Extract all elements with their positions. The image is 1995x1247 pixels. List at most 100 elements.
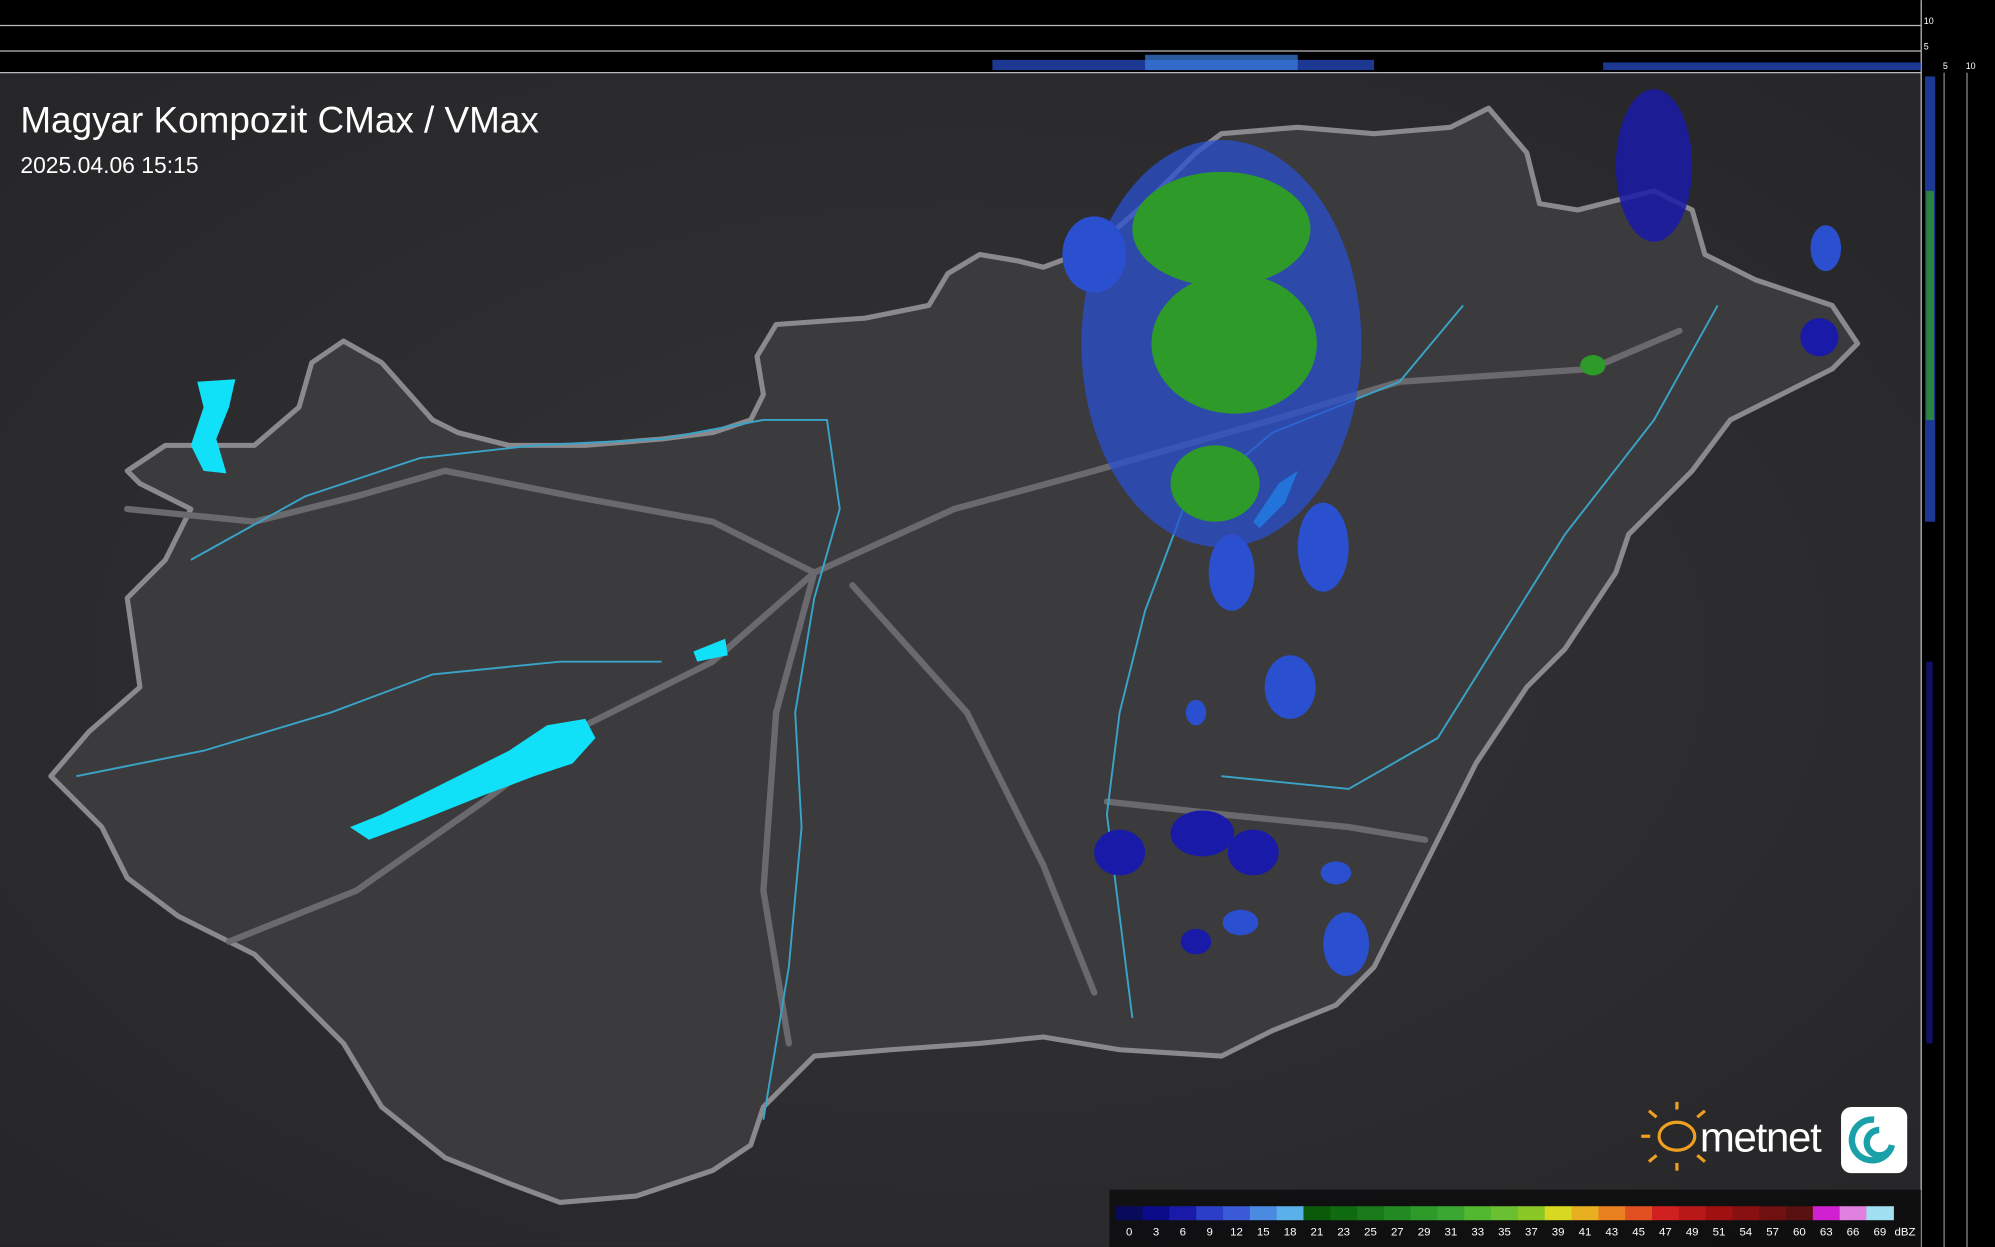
logo: metnet — [1641, 1101, 1908, 1174]
road — [760, 569, 818, 1047]
legend-swatch — [1732, 1206, 1760, 1221]
echo — [1323, 912, 1370, 976]
echo — [1297, 502, 1349, 592]
echo — [1615, 89, 1693, 242]
legend-label: 31 — [1445, 1226, 1458, 1238]
timestamp: 2025.04.06 15:15 — [20, 152, 198, 178]
legend-label: 51 — [1713, 1226, 1726, 1238]
echo — [1062, 216, 1127, 293]
rivers — [76, 304, 1719, 1120]
legend-swatch — [1196, 1206, 1224, 1221]
legend-swatch — [1330, 1206, 1358, 1221]
legend-swatch — [1115, 1206, 1144, 1221]
scale-label: 10 — [1966, 61, 1976, 71]
legend-label: 21 — [1311, 1226, 1324, 1238]
lake — [190, 379, 236, 474]
echo — [1580, 355, 1606, 376]
projection-echo — [1926, 190, 1934, 420]
road — [849, 582, 1098, 996]
echo — [1094, 829, 1146, 876]
legend-swatch — [1651, 1206, 1680, 1221]
map-title: Magyar Kompozit CMax / VMax — [20, 99, 539, 140]
river — [76, 660, 662, 778]
projection-echo — [1926, 661, 1933, 1044]
legend-label: 39 — [1552, 1226, 1565, 1238]
logo-ray — [1647, 1154, 1658, 1163]
legend-label: 0 — [1126, 1226, 1132, 1238]
legend-swatch — [1866, 1206, 1894, 1221]
logo-sun-core — [1657, 1120, 1697, 1152]
legend-label: 45 — [1632, 1226, 1645, 1238]
legend-swatch — [1759, 1206, 1787, 1221]
legend-swatch — [1571, 1206, 1600, 1221]
legend-label: 12 — [1230, 1226, 1243, 1238]
legend-swatch — [1678, 1206, 1707, 1221]
legend-swatch — [1464, 1206, 1492, 1221]
legend-swatch — [1303, 1206, 1331, 1221]
legend-swatch — [1249, 1206, 1278, 1221]
echo — [1151, 273, 1317, 414]
legend-swatch — [1625, 1206, 1653, 1221]
projection-echo — [1603, 62, 1922, 71]
legend-label: 54 — [1739, 1226, 1752, 1238]
legend-label: 37 — [1525, 1226, 1538, 1238]
legend-swatch — [1276, 1206, 1305, 1221]
logo-swirl — [1848, 1116, 1896, 1164]
legend-label: 9 — [1206, 1226, 1212, 1238]
river — [190, 418, 841, 1120]
scale-label: 10 — [1924, 16, 1934, 26]
legend-swatch — [1169, 1206, 1197, 1221]
legend-swatch — [1786, 1206, 1814, 1221]
logo-ray — [1696, 1154, 1706, 1163]
legend-swatch — [1437, 1206, 1465, 1221]
legend-label: 41 — [1579, 1226, 1592, 1238]
lake — [349, 718, 596, 840]
echo — [1170, 445, 1260, 522]
legend-label: 47 — [1659, 1226, 1672, 1238]
echo — [1227, 829, 1279, 876]
legend-swatch — [1357, 1206, 1385, 1221]
echo — [1208, 534, 1255, 611]
legend-label: 3 — [1153, 1226, 1159, 1238]
scale-label: 5 — [1943, 61, 1948, 71]
echo — [1264, 655, 1316, 719]
legend-swatch — [1544, 1206, 1573, 1221]
legend-label: 23 — [1337, 1226, 1350, 1238]
lake — [693, 638, 728, 662]
legend-label: 35 — [1498, 1226, 1511, 1238]
legend-swatch — [1223, 1206, 1251, 1221]
echo — [1800, 318, 1839, 357]
legend-label: 27 — [1391, 1226, 1404, 1238]
river — [1221, 304, 1719, 790]
legend-label: 25 — [1364, 1226, 1377, 1238]
echo — [1170, 810, 1235, 857]
radar-echoes — [1062, 89, 1842, 976]
legend-label: 60 — [1793, 1226, 1806, 1238]
legend-label: 63 — [1820, 1226, 1833, 1238]
logo-ray — [1647, 1109, 1658, 1119]
legend-label: 6 — [1180, 1226, 1186, 1238]
legend-swatch — [1491, 1206, 1519, 1221]
legend-label: 18 — [1284, 1226, 1297, 1238]
legend-swatch — [1705, 1206, 1734, 1221]
echo — [1185, 699, 1207, 726]
legend-label: 57 — [1766, 1226, 1779, 1238]
legend-label: 69 — [1873, 1226, 1886, 1238]
legend-swatch — [1142, 1206, 1171, 1221]
echo — [1222, 909, 1259, 936]
legend-label: 33 — [1471, 1226, 1484, 1238]
legend-label: 29 — [1418, 1226, 1431, 1238]
legend-label: 15 — [1257, 1226, 1270, 1238]
legend-swatch — [1410, 1206, 1439, 1221]
river — [1105, 304, 1464, 1019]
legend-swatch — [1598, 1206, 1626, 1221]
logo-text: metnet — [1700, 1114, 1822, 1161]
echo — [1320, 861, 1352, 885]
legend-label: 43 — [1605, 1226, 1618, 1238]
legend-label: 66 — [1847, 1226, 1860, 1238]
echo — [1132, 171, 1311, 287]
legend-swatch — [1517, 1206, 1546, 1221]
echo — [1810, 225, 1842, 272]
